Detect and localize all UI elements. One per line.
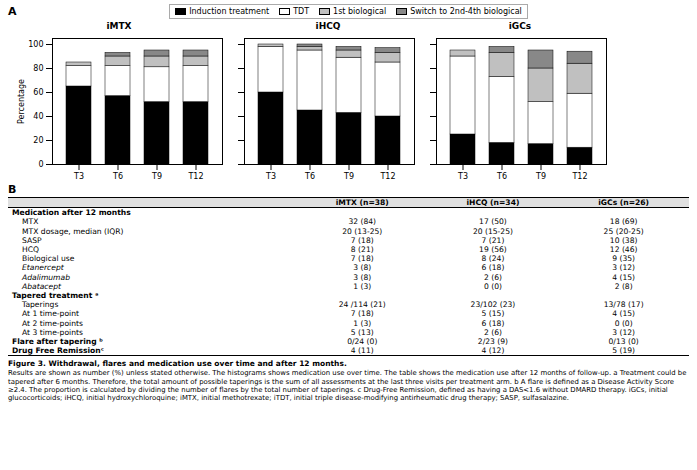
html-text:17 (50): 17 (50) (479, 217, 507, 227)
html-text:Flare after tapering ᵇ: Flare after tapering ᵇ (12, 337, 103, 346)
html-text:3 (8): 3 (8) (353, 272, 372, 282)
html-text:7 (18): 7 (18) (350, 254, 374, 264)
html-text:18 (69): 18 (69) (609, 217, 638, 227)
html-text:SASP: SASP (22, 235, 42, 245)
html-text:B: B (8, 183, 17, 196)
html-text:13/78 (17): 13/78 (17) (603, 300, 644, 310)
svg-text:T3: T3 (73, 172, 84, 181)
html-text:Adalimumab: Adalimumab (22, 272, 70, 282)
svg-text:100: 100 (28, 40, 43, 49)
html-text:Tapered treatment ᵃ: Tapered treatment ᵃ (12, 291, 99, 300)
svg-text:20: 20 (33, 136, 43, 145)
html-text:iGCs: iGCs (508, 21, 532, 31)
html-text:iHCQ (n=34): iHCQ (n=34) (466, 198, 520, 207)
html-text:7 (18): 7 (18) (350, 235, 374, 245)
svg-text:T3: T3 (457, 172, 468, 181)
html-text:Results are shown as number (%: Results are shown as number (%) unless s… (8, 369, 687, 403)
html-text:iMTX: iMTX (106, 21, 132, 31)
html-text:1 (3): 1 (3) (353, 281, 372, 291)
svg-text:T12: T12 (379, 172, 395, 181)
html-text:5 (13): 5 (13) (350, 327, 374, 337)
html-text:Taperings: Taperings (22, 300, 59, 310)
html-text:8 (24): 8 (24) (481, 254, 505, 264)
html-text:Figure 3. Withdrawal, flares a: Figure 3. Withdrawal, flares and medicat… (8, 359, 347, 369)
html-text:A: A (8, 4, 17, 18)
html-text:At 3 time-points: At 3 time-points (22, 327, 83, 337)
html-text:2/23 (9): 2/23 (9) (477, 337, 509, 346)
html-text:Abatacept: Abatacept (22, 281, 61, 291)
html-text:4 (12): 4 (12) (481, 346, 505, 356)
html-text:iMTX (n=38): iMTX (n=38) (335, 198, 389, 207)
html-text:Drug Free Remissionᶜ: Drug Free Remissionᶜ (12, 346, 104, 356)
svg-text:0: 0 (38, 160, 43, 169)
html-text:32 (84): 32 (84) (348, 217, 377, 227)
html-text:12 (46): 12 (46) (609, 245, 638, 254)
html-text:1st biological: 1st biological (333, 6, 387, 16)
svg-text:T6: T6 (304, 172, 315, 181)
html-text:iGCs (n=26): iGCs (n=26) (598, 198, 650, 207)
html-text:10 (38): 10 (38) (609, 235, 638, 245)
html-text:Biological use: Biological use (22, 254, 75, 264)
svg-text:T9: T9 (151, 172, 162, 181)
svg-text:T9: T9 (535, 172, 546, 181)
html-text:25 (20-25): 25 (20-25) (603, 226, 644, 236)
html-text:0/24 (0): 0/24 (0) (347, 337, 378, 346)
html-text:8 (21): 8 (21) (350, 245, 374, 254)
html-text:0 (0): 0 (0) (614, 318, 633, 328)
svg-text:40: 40 (33, 112, 43, 121)
html-text:MTX: MTX (22, 217, 39, 227)
svg-text:T3: T3 (265, 172, 276, 181)
html-text:23/102 (23): 23/102 (23) (470, 300, 516, 310)
html-text:6 (18): 6 (18) (481, 263, 505, 273)
html-text:4 (15): 4 (15) (612, 309, 636, 319)
html-text:3 (8): 3 (8) (353, 263, 372, 273)
svg-text:80: 80 (33, 64, 43, 73)
html-text:5 (19): 5 (19) (612, 346, 636, 356)
html-text:iHCQ: iHCQ (315, 21, 341, 31)
html-text:0 (0): 0 (0) (483, 281, 502, 291)
html-text:19 (56): 19 (56) (479, 245, 507, 254)
html-text:TDT: TDT (293, 6, 310, 16)
svg-text:T6: T6 (496, 172, 507, 181)
svg-text:Percentage: Percentage (17, 79, 26, 124)
html-text:24 /114 (21): 24 /114 (21) (338, 300, 386, 310)
svg-text:T6: T6 (112, 172, 123, 181)
html-text:3 (12): 3 (12) (612, 327, 636, 337)
html-text:At 1 time-point: At 1 time-point (22, 309, 79, 319)
html-text:7 (18): 7 (18) (350, 309, 374, 319)
html-text:20 (13-25): 20 (13-25) (342, 226, 383, 236)
html-text:Switch to 2nd-4th biological: Switch to 2nd-4th biological (410, 6, 522, 16)
html-text:MTX dosage, median (IQR): MTX dosage, median (IQR) (22, 226, 124, 236)
html-text:4 (15): 4 (15) (612, 272, 636, 282)
svg-text:T12: T12 (187, 172, 203, 181)
html-text:HCQ: HCQ (22, 245, 39, 254)
html-text:4 (11): 4 (11) (350, 346, 374, 356)
html-text:3 (12): 3 (12) (612, 263, 636, 273)
html-text:2 (6): 2 (6) (483, 327, 502, 337)
svg-text:60: 60 (33, 88, 43, 97)
html-text:At 2 time-points: At 2 time-points (22, 318, 83, 328)
html-text:6 (18): 6 (18) (481, 318, 505, 328)
html-text:5 (15): 5 (15) (481, 309, 505, 319)
html-text:2 (6): 2 (6) (483, 272, 502, 282)
html-text:9 (35): 9 (35) (612, 254, 636, 264)
html-text:Induction treatment: Induction treatment (189, 6, 270, 16)
html-text:20 (15-25): 20 (15-25) (472, 226, 513, 236)
svg-text:T12: T12 (571, 172, 587, 181)
svg-text:T9: T9 (343, 172, 354, 181)
html-text:1 (3): 1 (3) (353, 318, 372, 328)
html-text:Medication after 12 months: Medication after 12 months (12, 208, 131, 218)
html-text:2 (8): 2 (8) (614, 281, 633, 291)
html-text:Etanercept: Etanercept (22, 263, 64, 273)
html-text:7 (21): 7 (21) (481, 235, 505, 245)
html-text:0/13 (0): 0/13 (0) (608, 337, 639, 346)
